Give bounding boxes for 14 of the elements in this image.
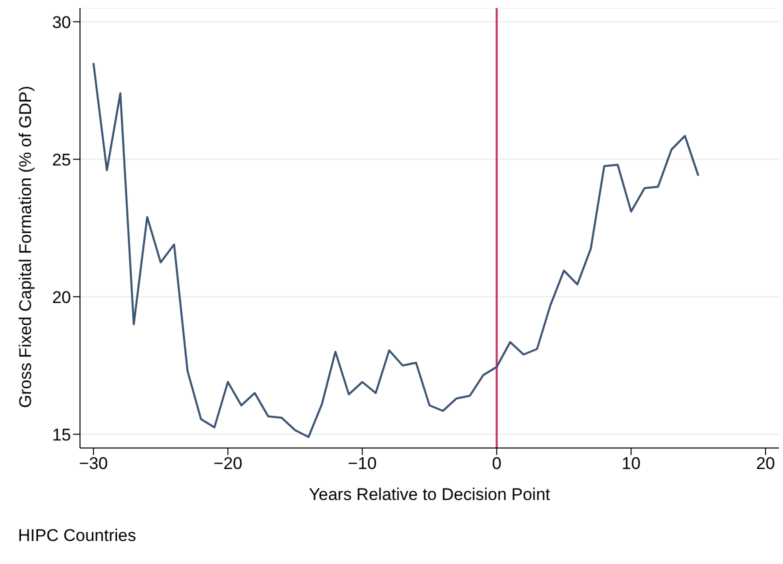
x-axis-title: Years Relative to Decision Point bbox=[308, 485, 550, 504]
x-tick-label: −10 bbox=[348, 454, 377, 474]
y-axis-title: Gross Fixed Capital Formation (% of GDP) bbox=[16, 86, 36, 408]
y-tick-label: 25 bbox=[52, 150, 71, 170]
x-tick-label: −30 bbox=[79, 454, 108, 474]
x-tick-label: 20 bbox=[756, 454, 776, 474]
x-tick-label: −20 bbox=[213, 454, 242, 474]
line-series bbox=[92, 62, 700, 438]
text: HIPC Countries bbox=[18, 526, 136, 546]
x-tick-label: 10 bbox=[622, 454, 641, 474]
y-tick-label: 20 bbox=[52, 288, 71, 307]
y-tick-label: 30 bbox=[52, 12, 71, 32]
y-tick-label: 15 bbox=[52, 425, 71, 444]
x-tick-label: 0 bbox=[492, 454, 502, 474]
